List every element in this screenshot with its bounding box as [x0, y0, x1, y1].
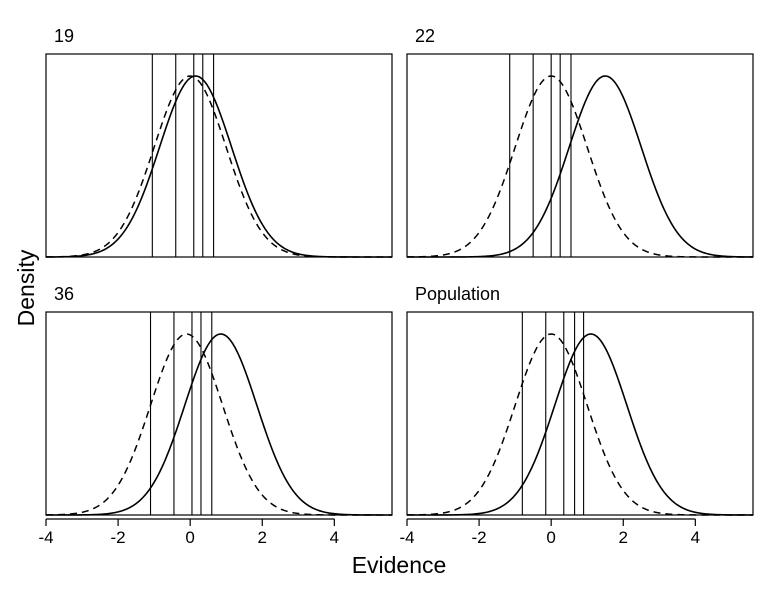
signal-distribution-curve [407, 75, 754, 258]
panel-frame [406, 311, 754, 516]
panel-title: 36 [54, 284, 74, 304]
x-tick-label: -4 [399, 528, 414, 547]
panel-3: Population -4 -2 0 2 4 [399, 284, 754, 547]
x-tick-label: 4 [330, 528, 339, 547]
noise-distribution-curve [406, 75, 753, 258]
x-tick-label: 0 [185, 528, 194, 547]
noise-distribution-curve [45, 75, 392, 258]
x-tick-label: 0 [546, 528, 555, 547]
x-tick-label: -2 [111, 528, 126, 547]
signal-distribution-curve [45, 75, 392, 258]
panel-frame [45, 53, 393, 258]
signal-distribution-curve [407, 333, 753, 516]
x-tick-label: 2 [258, 528, 267, 547]
panel-1: 22 [406, 26, 754, 258]
panel-title: 22 [415, 26, 435, 46]
panel-0: 19 [45, 26, 393, 258]
x-tick-label: 4 [691, 528, 700, 547]
panel-frame [406, 53, 754, 258]
signal-distribution-curve [46, 333, 392, 516]
panel-title: 19 [54, 26, 74, 46]
x-tick-label: -2 [472, 528, 487, 547]
x-axis-label: Evidence [352, 552, 447, 578]
noise-distribution-curve [406, 333, 753, 516]
y-axis-label: Density [13, 249, 39, 326]
panel-2: 36 -4 -2 0 2 4 [38, 284, 393, 547]
x-tick-label: 2 [619, 528, 628, 547]
panels: 19 22 36 -4 -2 0 2 4 Population -4 -2 0 2 4 [38, 26, 754, 547]
x-tick-label: -4 [38, 528, 53, 547]
panel-title: Population [415, 284, 500, 304]
noise-distribution-curve [45, 333, 392, 516]
panel-frame [45, 311, 393, 516]
